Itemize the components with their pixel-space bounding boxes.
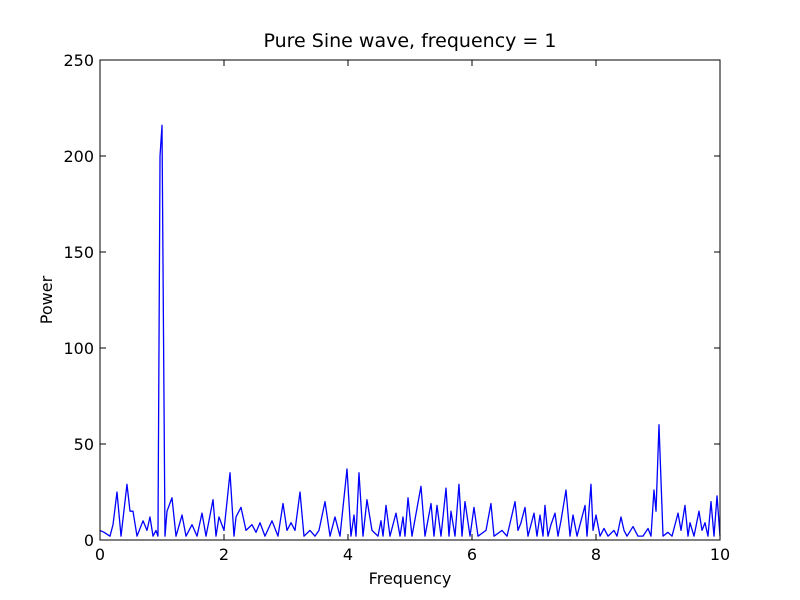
x-tick-label: 2 bbox=[219, 545, 229, 564]
axes-frame bbox=[99, 59, 721, 541]
y-tick-label: 150 bbox=[63, 243, 94, 262]
y-tick-label: 50 bbox=[74, 435, 94, 454]
x-tick-label: 4 bbox=[343, 545, 353, 564]
y-axis-label: Power bbox=[37, 275, 56, 324]
y-tick-label: 100 bbox=[63, 339, 94, 358]
data-line bbox=[99, 124, 721, 537]
y-tick-label: 200 bbox=[63, 147, 94, 166]
x-tick-label: 10 bbox=[710, 545, 730, 564]
x-tick-label: 0 bbox=[95, 545, 105, 564]
chart-title: Pure Sine wave, frequency = 1 bbox=[264, 30, 557, 52]
y-tick-label: 250 bbox=[63, 51, 94, 70]
x-axis-label: Frequency bbox=[369, 569, 452, 588]
x-tick-label: 8 bbox=[591, 545, 601, 564]
y-tick-label: 0 bbox=[84, 531, 94, 550]
x-tick-label: 6 bbox=[467, 545, 477, 564]
